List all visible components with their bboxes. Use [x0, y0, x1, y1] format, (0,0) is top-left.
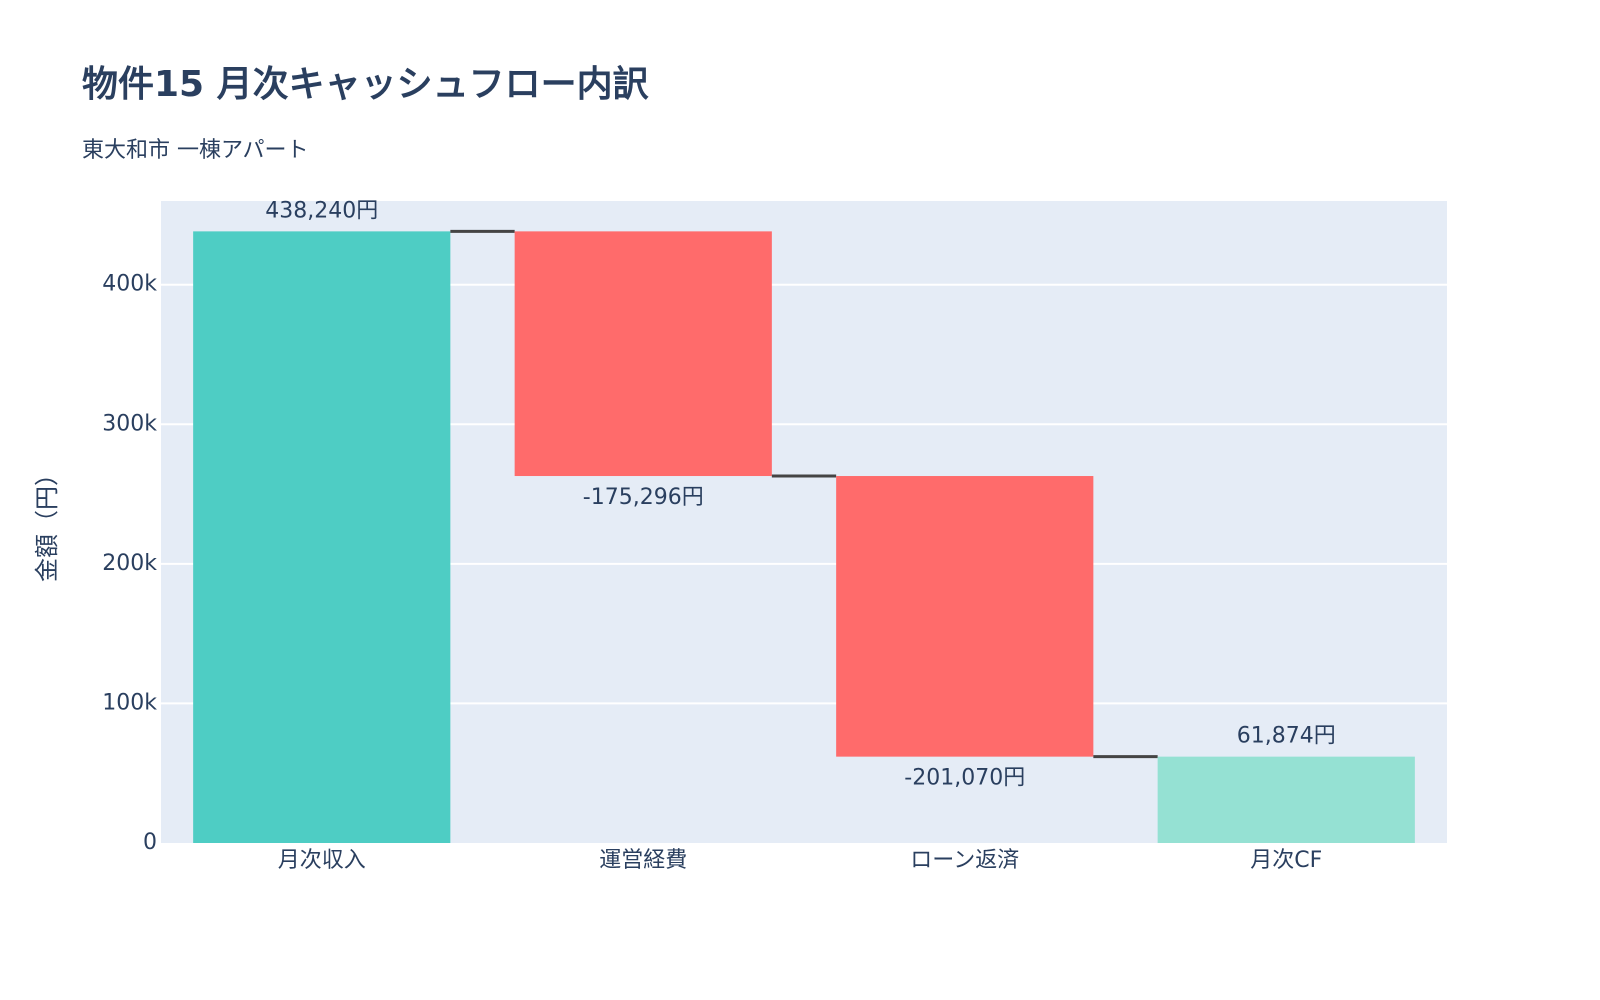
x-tick-label: 運営経費	[599, 848, 687, 873]
bar	[193, 231, 451, 843]
value-label: -175,296円	[583, 485, 704, 510]
value-label: -201,070円	[904, 766, 1025, 791]
bar	[836, 476, 1094, 757]
y-tick-label: 300k	[102, 411, 157, 436]
value-label: 438,240円	[265, 198, 378, 223]
y-tick-label: 400k	[102, 272, 157, 297]
value-label: 61,874円	[1237, 724, 1336, 749]
bar	[1157, 756, 1415, 843]
chart-title: 物件15 月次キャッシュフロー内訳	[82, 64, 650, 105]
x-tick-label: ローン返済	[910, 848, 1019, 873]
y-tick-label: 0	[143, 830, 157, 855]
y-tick-label: 200k	[102, 551, 157, 576]
y-tick-label: 100k	[102, 690, 157, 715]
bar	[514, 231, 772, 477]
x-tick-label: 月次収入	[278, 848, 366, 873]
chart-subtitle: 東大和市 一棟アパート	[82, 138, 309, 163]
x-tick-label: 月次CF	[1250, 848, 1322, 873]
y-axis-title: 金額（円）	[33, 462, 61, 582]
